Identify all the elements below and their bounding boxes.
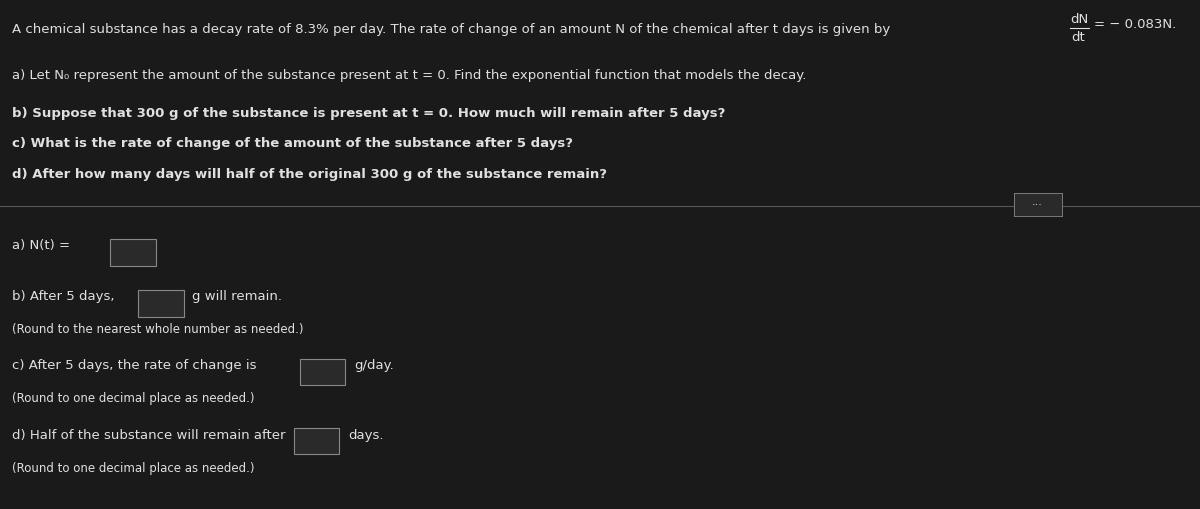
Text: dN: dN [1070, 13, 1088, 26]
Text: (Round to the nearest whole number as needed.): (Round to the nearest whole number as ne… [12, 323, 304, 336]
Text: b) After 5 days,: b) After 5 days, [12, 290, 114, 303]
Text: c) What is the rate of change of the amount of the substance after 5 days?: c) What is the rate of change of the amo… [12, 137, 572, 151]
Text: g will remain.: g will remain. [192, 290, 282, 303]
Text: (Round to one decimal place as needed.): (Round to one decimal place as needed.) [12, 462, 254, 475]
Text: A chemical substance has a decay rate of 8.3% per day. The rate of change of an : A chemical substance has a decay rate of… [12, 23, 890, 36]
Text: days.: days. [348, 429, 383, 442]
Text: c) After 5 days, the rate of change is: c) After 5 days, the rate of change is [12, 359, 257, 372]
FancyBboxPatch shape [138, 290, 184, 317]
Text: a) Let N₀ represent the amount of the substance present at t = 0. Find the expon: a) Let N₀ represent the amount of the su… [12, 69, 806, 82]
Text: dt: dt [1072, 31, 1085, 44]
FancyBboxPatch shape [294, 428, 340, 454]
Text: d) After how many days will half of the original 300 g of the substance remain?: d) After how many days will half of the … [12, 168, 607, 181]
Text: = − 0.083N.: = − 0.083N. [1094, 18, 1176, 31]
FancyBboxPatch shape [110, 239, 156, 266]
Text: a) N(t) =: a) N(t) = [12, 239, 70, 252]
Text: g/day.: g/day. [354, 359, 394, 372]
Text: (Round to one decimal place as needed.): (Round to one decimal place as needed.) [12, 392, 254, 405]
Text: b) Suppose that 300 g of the substance is present at t = 0. How much will remain: b) Suppose that 300 g of the substance i… [12, 107, 725, 120]
FancyBboxPatch shape [300, 359, 346, 385]
Text: d) Half of the substance will remain after: d) Half of the substance will remain aft… [12, 429, 286, 442]
